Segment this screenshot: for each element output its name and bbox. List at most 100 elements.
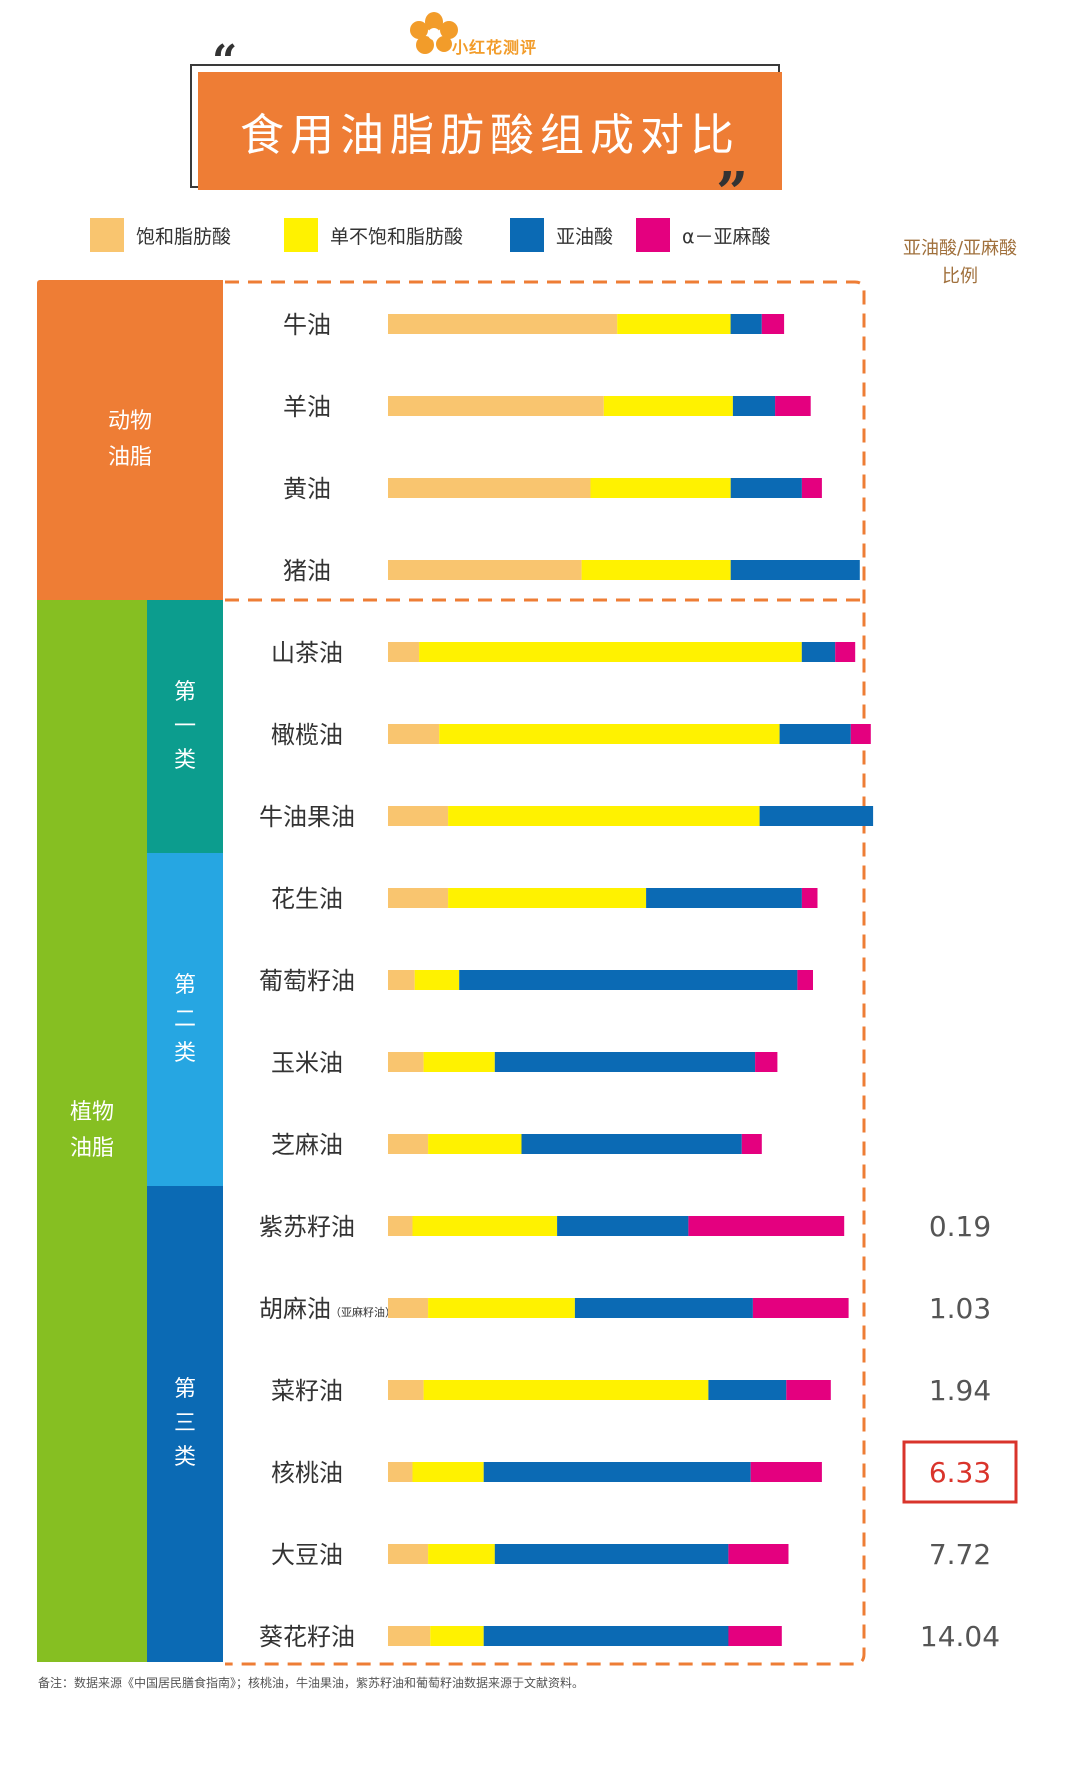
group-animal-label: 动物油脂 <box>107 409 152 470</box>
legend-label: 饱和脂肪酸 <box>136 225 232 248</box>
row-label: 葵花籽油 <box>259 1623 355 1651</box>
row-label: 核桃油 <box>271 1459 343 1487</box>
ratio-value: 7.72 <box>929 1538 991 1571</box>
bar-segment-mufa <box>414 970 460 990</box>
bar-segment-linoleic <box>459 970 798 990</box>
bar-segment-alpha-linolenic <box>728 1626 782 1646</box>
bar-segment-alpha-linolenic <box>688 1216 845 1236</box>
row-label: 牛油果油 <box>259 803 355 831</box>
bar-segment-linoleic <box>759 806 874 826</box>
bar-segment-linoleic <box>779 724 851 744</box>
bar-segment-alpha-linolenic <box>786 1380 831 1400</box>
legend-label: 亚油酸 <box>556 225 614 248</box>
row-label: 大豆油 <box>271 1541 343 1569</box>
bar-segment-alpha-linolenic <box>755 1052 778 1072</box>
row-label: 菜籽油 <box>271 1377 343 1405</box>
bar-segment-linoleic <box>574 1298 753 1318</box>
brand-logo: 小红花测评 <box>408 10 558 60</box>
bar-segment-mufa <box>428 1134 522 1154</box>
ratio-value: 1.94 <box>929 1374 991 1407</box>
bar-segment-linoleic <box>732 396 776 416</box>
bar-segment-alpha-linolenic <box>728 1544 789 1564</box>
row-label: 花生油 <box>271 885 343 913</box>
row-label: 山茶油 <box>271 639 343 667</box>
bar-segment-linoleic <box>730 560 860 580</box>
legend-swatch-linoleic <box>510 218 544 252</box>
brand-name: 小红花测评 <box>452 38 538 57</box>
bar-segment-alpha-linolenic <box>797 970 813 990</box>
bar-segment-linoleic <box>557 1216 689 1236</box>
bar-segment-saturated <box>388 1462 413 1482</box>
bar-segment-mufa <box>412 1216 558 1236</box>
legend-item-alpha-linolenic: α－亚麻酸 <box>636 218 771 252</box>
group-plant-label: 植物油脂 <box>69 1100 114 1161</box>
row-label: 牛油 <box>283 311 331 339</box>
row-label: 黄油 <box>283 475 331 503</box>
row-label-note: （亚麻籽油） <box>330 1305 396 1319</box>
bar-segment-linoleic <box>483 1626 729 1646</box>
ratio-header-line1: 亚油酸/亚麻酸 <box>902 238 1018 259</box>
row-label: 羊油 <box>283 393 331 421</box>
row-label: 猪油 <box>283 557 331 585</box>
bar-segment-saturated <box>388 806 449 826</box>
group-class-1-label: 第一类 <box>173 679 196 773</box>
bar-segment-linoleic <box>494 1052 756 1072</box>
bar-segment-alpha-linolenic <box>752 1298 849 1318</box>
bar-segment-saturated <box>388 560 582 580</box>
legend-label: 单不饱和脂肪酸 <box>330 225 464 248</box>
bar-segment-saturated <box>388 1216 413 1236</box>
bar-segment-mufa <box>423 1052 495 1072</box>
bar-segment-alpha-linolenic <box>750 1462 822 1482</box>
row-label: 玉米油 <box>271 1049 343 1077</box>
flower-icon <box>410 12 458 54</box>
bar-segment-linoleic <box>708 1380 787 1400</box>
bar-segment-alpha-linolenic <box>761 314 785 334</box>
legend-swatch-alpha-linolenic <box>636 218 670 252</box>
bar-segment-mufa <box>603 396 733 416</box>
bar-segment-alpha-linolenic <box>801 888 818 908</box>
bar-segment-linoleic <box>730 478 802 498</box>
bar-segment-saturated <box>388 1298 429 1318</box>
legend-label: α－亚麻酸 <box>682 225 771 248</box>
group-class-2-label: 第二类 <box>173 972 196 1066</box>
bar-segment-saturated <box>388 1380 424 1400</box>
page-title: 食用油脂肪酸组成对比 <box>198 72 782 190</box>
bar-segment-saturated <box>388 888 449 908</box>
ratio-header-line2: 比例 <box>942 266 978 287</box>
bar-segment-alpha-linolenic <box>741 1134 762 1154</box>
bar-segment-mufa <box>448 806 760 826</box>
group-plant-oil: 植物油脂 <box>37 600 147 1662</box>
row-label: 橄榄油 <box>271 721 343 749</box>
group-animal-fat: 动物油脂 <box>37 280 223 600</box>
bar-segment-linoleic <box>521 1134 742 1154</box>
bar-segment-linoleic <box>494 1544 729 1564</box>
bar-segment-mufa <box>430 1626 484 1646</box>
bar-segment-mufa <box>419 642 802 662</box>
legend-swatch-mufa <box>284 218 318 252</box>
ratio-highlight-box <box>902 1440 1018 1504</box>
close-quote-icon: ” <box>716 160 749 226</box>
bar-segment-saturated <box>388 478 591 498</box>
bar-segment-saturated <box>388 1134 429 1154</box>
bar-segment-linoleic <box>646 888 802 908</box>
bar-segment-mufa <box>590 478 731 498</box>
bar-segment-linoleic <box>801 642 836 662</box>
bar-segment-alpha-linolenic <box>775 396 811 416</box>
ratio-header: 亚油酸/亚麻酸 比例 <box>880 235 1040 291</box>
bar-segment-saturated <box>388 1052 424 1072</box>
ratio-value: 6.33 <box>929 1456 991 1489</box>
ratio-value: 14.04 <box>920 1620 1000 1653</box>
bar-segment-alpha-linolenic <box>801 478 822 498</box>
bar-segment-linoleic <box>730 314 762 334</box>
dashed-frame <box>225 280 866 1666</box>
ratio-value: 0.19 <box>929 1210 991 1243</box>
bar-segment-saturated <box>388 396 604 416</box>
legend-item-linoleic: 亚油酸 <box>510 218 613 252</box>
bar-segment-saturated <box>388 724 440 744</box>
group-class-3: 第三类 <box>147 1186 223 1662</box>
group-class-1: 第一类 <box>147 600 223 853</box>
bar-segment-mufa <box>428 1544 495 1564</box>
bar-segment-mufa <box>439 724 780 744</box>
bar-segment-saturated <box>388 970 415 990</box>
